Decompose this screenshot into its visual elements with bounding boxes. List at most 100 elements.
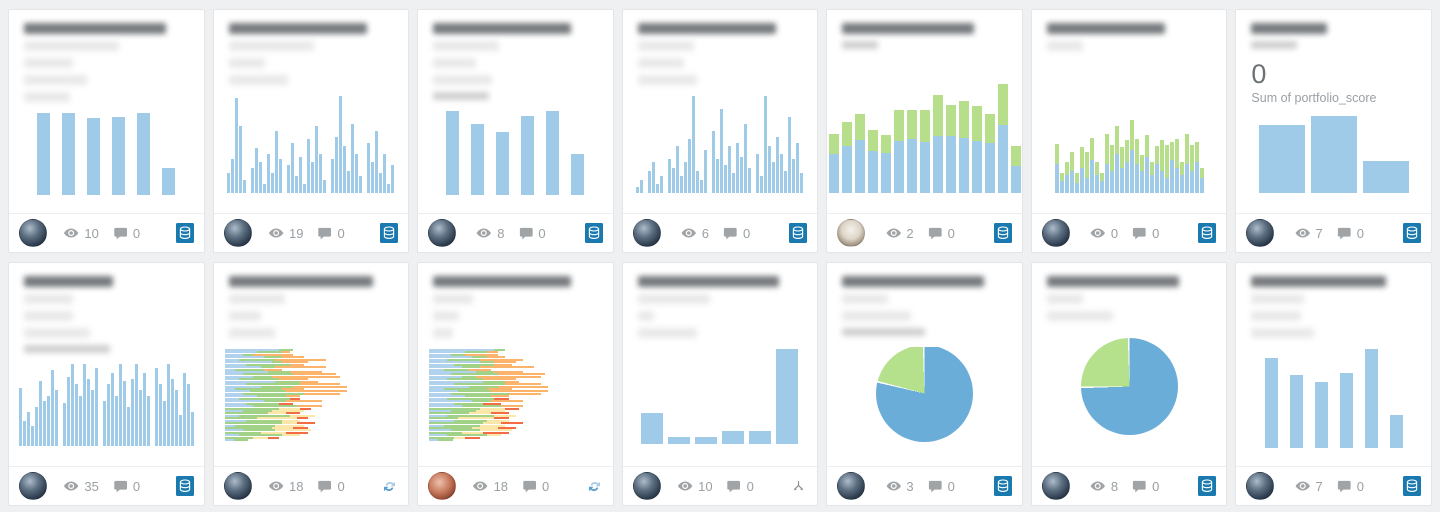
bar — [945, 136, 956, 193]
bar-row — [429, 363, 610, 366]
bar — [716, 159, 720, 193]
redacted-text-line — [637, 41, 694, 51]
viz-card[interactable]: 10 0 — [621, 262, 819, 506]
author-avatar[interactable] — [632, 472, 661, 500]
bar — [1064, 174, 1069, 193]
bar-row — [224, 434, 406, 437]
author-avatar[interactable] — [632, 219, 661, 247]
bar — [1139, 170, 1144, 193]
comment-count: 0 — [1356, 478, 1364, 494]
author-avatar[interactable] — [19, 472, 47, 500]
stats: 35 0 — [63, 478, 149, 494]
stacked-bar — [1124, 91, 1129, 193]
author-avatar[interactable] — [428, 472, 457, 500]
bar — [641, 412, 664, 444]
stacked-bar — [1079, 91, 1084, 193]
bar — [680, 176, 684, 193]
viz-card[interactable]: 6 0 — [621, 9, 819, 253]
viz-title-redacted — [623, 10, 818, 96]
viz-card[interactable]: 19 0 — [212, 9, 410, 253]
workbook-badge-icon — [1198, 223, 1217, 243]
bar — [971, 105, 982, 142]
bar-row — [224, 395, 406, 398]
bar — [1189, 145, 1194, 171]
workbook-badge-icon — [380, 223, 399, 243]
redacted-text-line — [637, 58, 684, 68]
view-count: 2 — [906, 225, 914, 241]
bar-chart — [37, 113, 176, 195]
bar-row — [224, 409, 406, 412]
viz-card[interactable]: 2 0 — [826, 9, 1023, 253]
bar — [496, 132, 510, 195]
stacked-bar — [1069, 91, 1074, 193]
bar — [158, 384, 162, 446]
card-footer: 7 0 — [1236, 466, 1431, 505]
bar-row — [429, 356, 610, 359]
author-avatar[interactable] — [1246, 219, 1275, 247]
bar — [997, 84, 1008, 125]
bar — [1099, 172, 1104, 181]
bar — [295, 176, 299, 193]
author-avatar[interactable] — [223, 472, 252, 500]
bar-row — [429, 412, 610, 415]
viz-card[interactable]: 3 0 — [826, 262, 1023, 506]
bar-row — [224, 353, 406, 356]
author-avatar[interactable] — [223, 219, 252, 247]
eye-icon — [1295, 228, 1310, 238]
bar — [521, 115, 535, 195]
chart-thumbnail — [9, 364, 204, 466]
comment-icon — [318, 480, 332, 492]
stacked-bar-chart — [828, 75, 1021, 193]
comment-icon — [114, 227, 127, 239]
bar-row — [429, 358, 610, 361]
bar — [1149, 162, 1154, 175]
redacted-text-line — [1046, 311, 1113, 321]
viz-card[interactable]: 8 0 — [417, 9, 614, 253]
comment-icon — [523, 480, 536, 492]
bar — [792, 159, 796, 193]
bar — [684, 161, 688, 193]
bar — [26, 412, 30, 446]
bar — [796, 142, 800, 193]
viz-card[interactable]: 10 0 — [8, 9, 205, 253]
bar — [1364, 349, 1378, 448]
bar — [652, 161, 656, 193]
viz-card[interactable]: 0 Sum of portfolio_score 7 0 — [1235, 9, 1432, 253]
bar-row — [429, 407, 610, 410]
author-avatar[interactable] — [19, 219, 47, 247]
bar — [744, 123, 748, 193]
redacted-text-line — [24, 328, 90, 338]
bar — [1189, 170, 1194, 193]
fork-icon — [794, 480, 804, 490]
bar — [784, 170, 788, 193]
bar — [1134, 164, 1139, 193]
bar — [867, 130, 878, 151]
author-avatar[interactable] — [1041, 472, 1070, 500]
card-footer: 19 0 — [213, 213, 409, 252]
author-avatar[interactable] — [1041, 219, 1070, 247]
viz-card[interactable]: 18 0 — [212, 262, 410, 506]
viz-card[interactable]: 18 0 — [417, 262, 614, 506]
viz-card[interactable]: 35 0 — [8, 262, 205, 506]
stats: 18 0 — [473, 478, 559, 494]
bar-row — [224, 380, 406, 383]
bar — [146, 395, 150, 446]
bar-row — [429, 434, 610, 437]
viz-card[interactable]: 7 0 — [1235, 262, 1432, 506]
redacted-text-line — [1251, 23, 1328, 34]
author-avatar[interactable] — [428, 219, 457, 247]
bar — [1109, 145, 1114, 171]
viz-card[interactable]: 8 0 — [1030, 262, 1228, 506]
bar — [471, 123, 485, 195]
bar-row — [224, 390, 406, 393]
comment-count: 0 — [542, 478, 550, 494]
viz-card[interactable]: 0 0 — [1030, 9, 1228, 253]
bar — [170, 378, 174, 446]
comment-icon — [928, 480, 942, 492]
author-avatar[interactable] — [837, 219, 866, 247]
redacted-text-line — [637, 23, 776, 34]
author-avatar[interactable] — [1246, 472, 1275, 500]
card-footer: 10 0 — [622, 466, 818, 505]
author-avatar[interactable] — [837, 472, 866, 500]
